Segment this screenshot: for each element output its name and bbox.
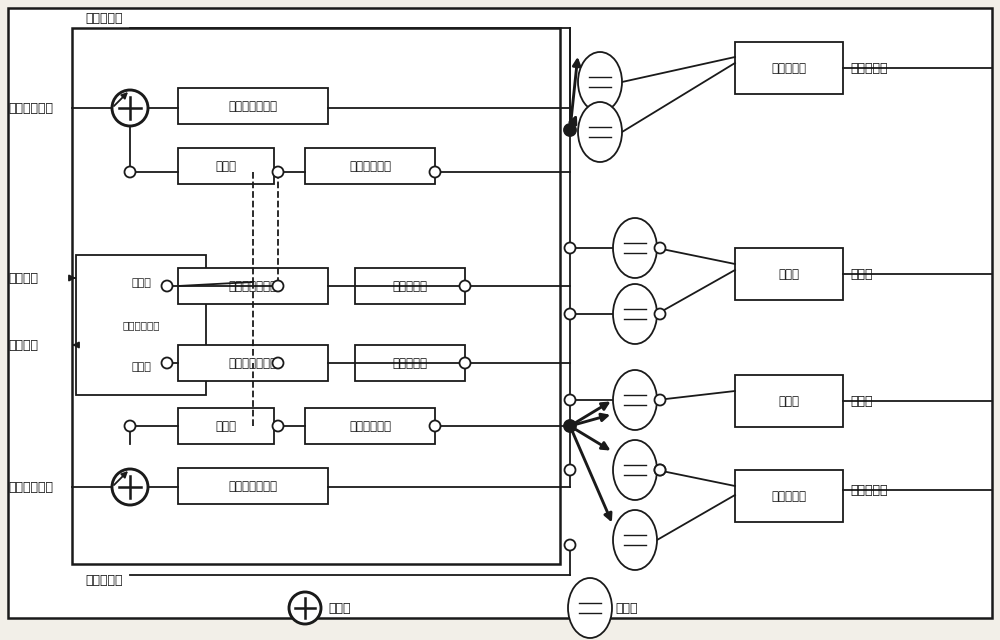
Bar	[178, 345, 328, 381]
Bar	[178, 268, 328, 304]
Bar	[178, 88, 328, 124]
Text: 几乎满标志: 几乎满标志	[850, 483, 888, 497]
Ellipse shape	[613, 218, 657, 278]
Circle shape	[125, 420, 136, 431]
Text: 延迟寄存器: 延迟寄存器	[392, 356, 428, 369]
Ellipse shape	[578, 52, 622, 112]
Circle shape	[654, 465, 666, 476]
Bar	[735, 42, 843, 94]
Text: 满逻辑: 满逻辑	[778, 394, 799, 408]
Text: 满标志: 满标志	[850, 394, 872, 408]
Text: 读地址计数器: 读地址计数器	[349, 159, 391, 173]
Text: 几乎满偏移量: 几乎满偏移量	[8, 481, 53, 493]
Bar	[72, 28, 560, 564]
Bar	[305, 408, 435, 444]
Bar	[355, 268, 465, 304]
Ellipse shape	[613, 440, 657, 500]
Circle shape	[564, 420, 576, 432]
Text: 几乎空偏移量: 几乎空偏移量	[8, 102, 53, 115]
Circle shape	[430, 420, 440, 431]
Text: 双端口存储器: 双端口存储器	[122, 320, 160, 330]
Text: 读地址: 读地址	[131, 278, 151, 288]
Bar	[76, 255, 206, 395]
Circle shape	[112, 90, 148, 126]
Text: 比较器: 比较器	[615, 602, 638, 614]
Circle shape	[289, 592, 321, 624]
Text: 数据输入: 数据输入	[8, 271, 38, 285]
Circle shape	[273, 280, 284, 291]
Text: 数据输出: 数据输出	[8, 339, 38, 351]
Text: 读指针: 读指针	[216, 159, 237, 173]
Text: 外部写地址: 外部写地址	[85, 573, 123, 586]
Text: 空逻辑: 空逻辑	[778, 268, 799, 280]
Circle shape	[564, 308, 576, 319]
Circle shape	[564, 465, 576, 476]
Circle shape	[273, 358, 284, 369]
Text: 外部读地址: 外部读地址	[85, 12, 123, 24]
Circle shape	[654, 243, 666, 253]
Ellipse shape	[578, 102, 622, 162]
Ellipse shape	[568, 578, 612, 638]
Text: 空标志: 空标志	[850, 268, 872, 280]
Text: 几乎满逻辑: 几乎满逻辑	[771, 490, 806, 502]
Text: 二进制到格雷码: 二进制到格雷码	[229, 356, 278, 369]
Ellipse shape	[613, 284, 657, 344]
Bar	[305, 148, 435, 184]
Circle shape	[273, 166, 284, 177]
Bar	[178, 408, 274, 444]
Bar	[735, 248, 843, 300]
Ellipse shape	[613, 370, 657, 430]
Bar	[735, 470, 843, 522]
Circle shape	[273, 420, 284, 431]
Circle shape	[460, 280, 471, 291]
Circle shape	[430, 166, 440, 177]
Bar	[178, 148, 274, 184]
Circle shape	[564, 394, 576, 406]
Bar	[355, 345, 465, 381]
Text: 二进制到格雷码: 二进制到格雷码	[229, 479, 278, 493]
Text: 写指针: 写指针	[216, 419, 237, 433]
Text: 几乎空逻辑: 几乎空逻辑	[771, 61, 806, 74]
Circle shape	[564, 124, 576, 136]
Circle shape	[654, 394, 666, 406]
Ellipse shape	[613, 510, 657, 570]
Circle shape	[654, 308, 666, 319]
Circle shape	[162, 280, 173, 291]
Text: 加法器: 加法器	[328, 602, 351, 614]
Text: 延迟寄存器: 延迟寄存器	[392, 280, 428, 292]
Circle shape	[125, 166, 136, 177]
Circle shape	[564, 540, 576, 550]
Circle shape	[112, 469, 148, 505]
Circle shape	[460, 358, 471, 369]
Circle shape	[654, 465, 666, 476]
Text: 写地址: 写地址	[131, 362, 151, 372]
Text: 二进制到格雷码: 二进制到格雷码	[229, 280, 278, 292]
Circle shape	[162, 358, 173, 369]
Text: 二进制到格雷码: 二进制到格雷码	[229, 99, 278, 113]
Text: 几乎空标志: 几乎空标志	[850, 61, 888, 74]
Text: 写地址计数器: 写地址计数器	[349, 419, 391, 433]
Circle shape	[564, 243, 576, 253]
Bar	[178, 468, 328, 504]
Bar	[735, 375, 843, 427]
